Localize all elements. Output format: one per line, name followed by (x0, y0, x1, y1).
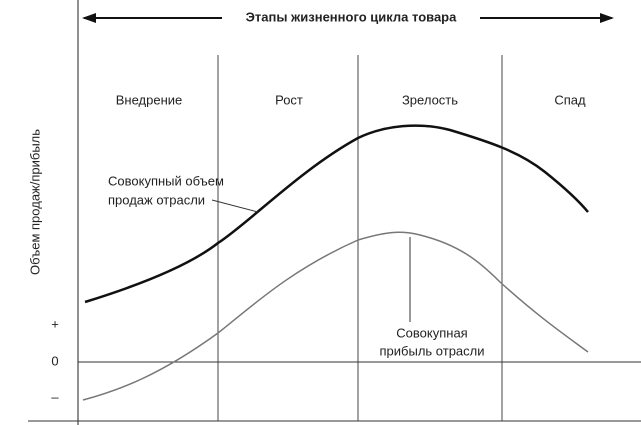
diagram-title: Этапы жизненного цикла товара (246, 9, 457, 24)
stage-label: Зрелость (402, 92, 458, 107)
stage-label: Внедрение (116, 92, 183, 107)
axis-mark: + (51, 316, 59, 331)
sales-curve (84, 124, 589, 304)
axis-mark: – (51, 389, 59, 404)
annotation-text: продаж отрасли (108, 192, 205, 207)
profit-curve (82, 231, 589, 401)
annotation-text: прибыль отрасли (380, 343, 485, 358)
stage-label: Спад (554, 92, 586, 107)
y-axis-label: Объем продаж/прибыль (27, 129, 42, 275)
annotation-text: Совокупная (396, 325, 467, 340)
axis-mark: 0 (51, 353, 58, 368)
annotation-text: Совокупный объем (108, 173, 224, 188)
annotation-pointer (211, 199, 259, 213)
title-backdrop (222, 8, 480, 28)
stage-label: Рост (275, 92, 303, 107)
